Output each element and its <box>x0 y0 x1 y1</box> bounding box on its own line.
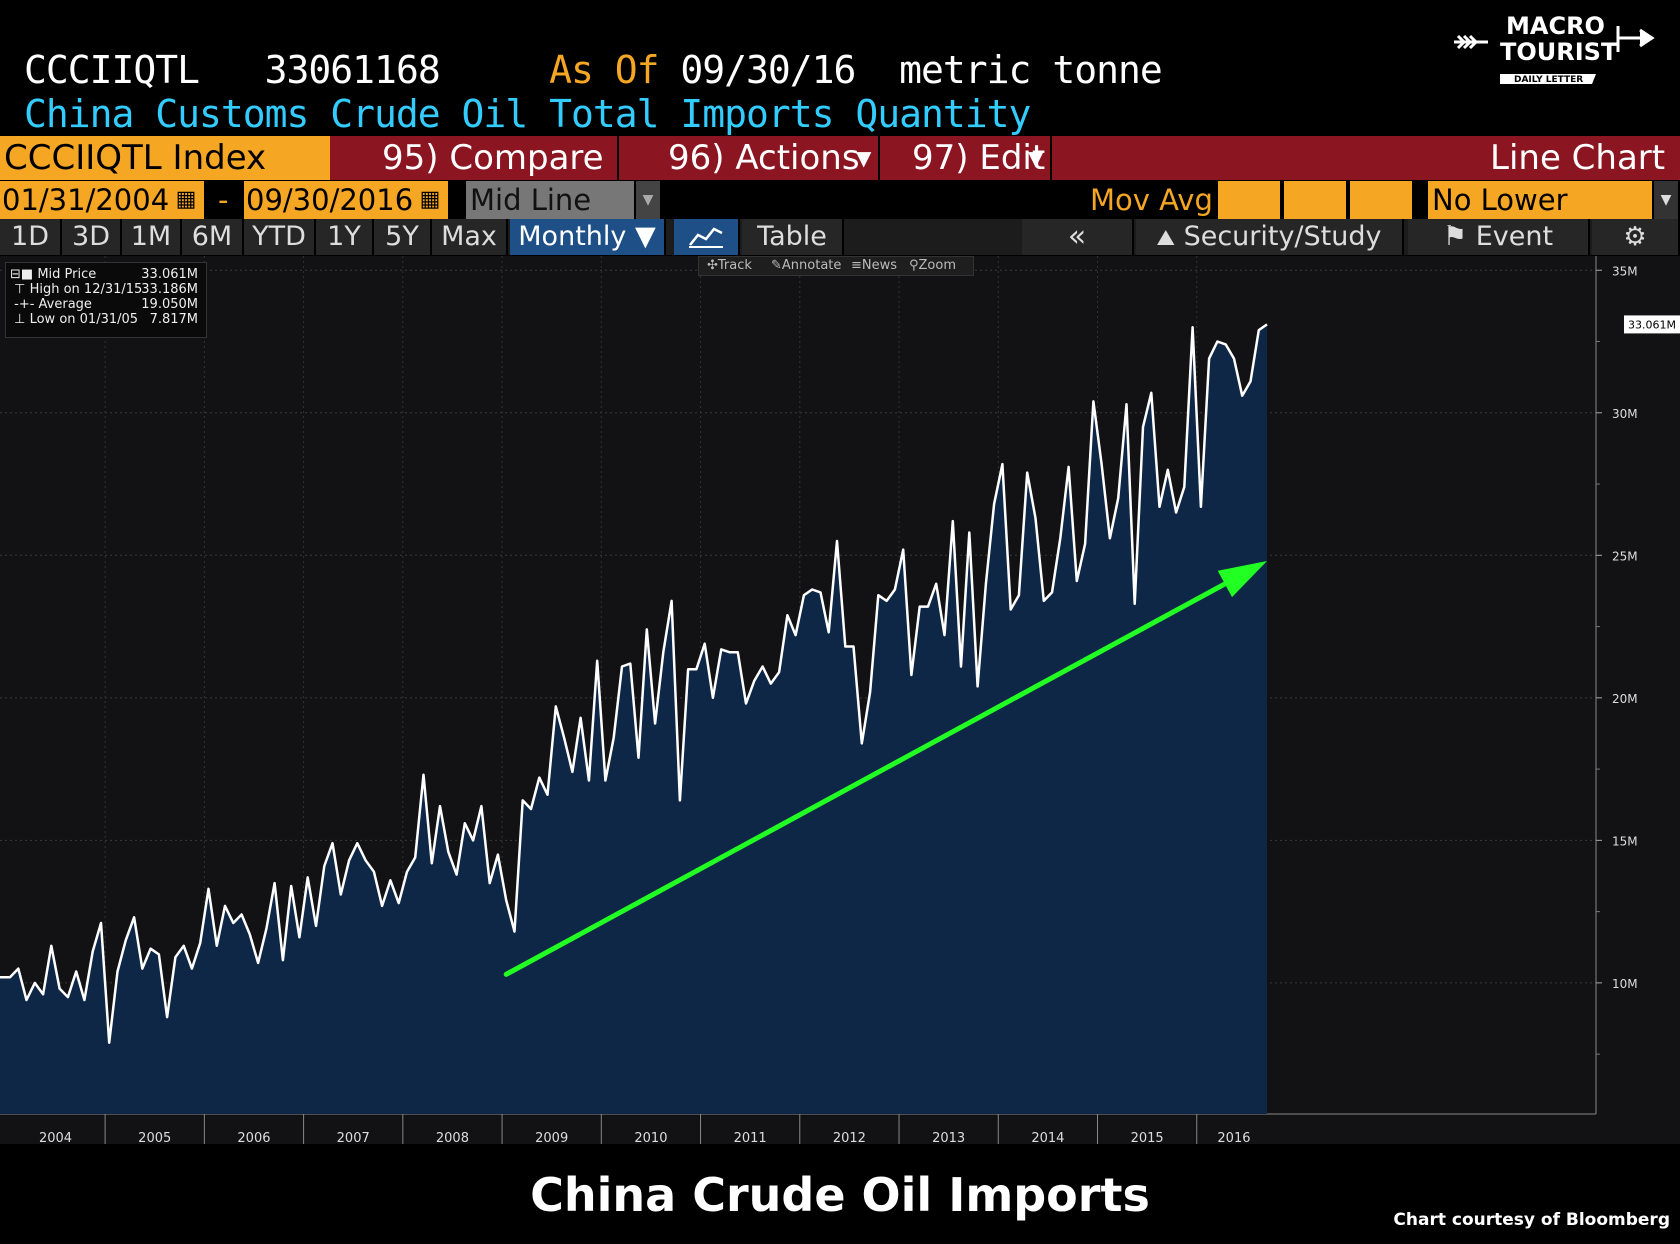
high-marker-icon: ⊤ <box>10 282 30 297</box>
series-line <box>0 323 1268 1044</box>
price-mode-select[interactable]: Mid Line <box>466 181 634 219</box>
chart-type-label[interactable]: Line Chart <box>1490 138 1666 178</box>
period-1m[interactable]: 1M <box>122 219 182 255</box>
ticker: CCCIIQTL <box>24 48 200 92</box>
period-3d[interactable]: 3D <box>62 219 122 255</box>
period-max[interactable]: Max <box>432 219 508 255</box>
flag-icon: ⚑ <box>1442 221 1468 252</box>
legend-row-average: -+- Average 19.050M <box>10 297 198 312</box>
mov-avg-field-3[interactable] <box>1350 181 1412 219</box>
annotate-tool[interactable]: ✎ Annotate <box>771 258 842 273</box>
period-ytd[interactable]: YTD <box>244 219 316 255</box>
x-tick-label: 2016 <box>1217 1131 1250 1144</box>
edit-dropdown-icon[interactable]: ▼ <box>1028 146 1044 170</box>
legend-row-low: ⊥ Low on 01/31/05 7.817M <box>10 312 198 327</box>
mov-avg-field-1[interactable] <box>1218 181 1280 219</box>
compare-button[interactable]: 95) Compare <box>382 138 604 178</box>
x-tick-label: 2010 <box>634 1131 667 1144</box>
range-dash: - <box>218 183 229 217</box>
period-6m[interactable]: 6M <box>182 219 244 255</box>
header-line: CCCIIQTL 33061168 As Of 09/30/16 metric … <box>24 48 1163 92</box>
unit-label: metric tonne <box>899 48 1163 92</box>
y-tick-label: 25M <box>1612 549 1638 563</box>
legend-row-high: ⊤ High on 12/31/15 33.186M <box>10 282 198 297</box>
range-bar: 01/31/2004 ▦ - 09/30/2016 ▦ Mid Line ▼ M… <box>0 181 1680 255</box>
y-tick-label: 35M <box>1612 264 1638 278</box>
actions-button[interactable]: 96) Actions <box>668 138 860 178</box>
collapse-icon[interactable]: « <box>1022 219 1134 255</box>
period-bar: 1D 3D 1M 6M YTD 1Y 5Y Max Monthly ▼ Tabl… <box>0 219 1680 255</box>
chart-area: 10M 15M 20M 25M 30M 35M 2004 2005 2006 2007 2008 20… <box>0 256 1680 1146</box>
lower-chart-select[interactable]: No Lower Chart <box>1428 181 1652 255</box>
x-tick-label: 2014 <box>1031 1131 1064 1144</box>
mid-price-swatch: ⊟■ <box>10 267 38 282</box>
edit-button[interactable]: 97) Edit <box>912 138 1046 178</box>
chevron-down-icon[interactable]: ▼ <box>1654 181 1678 219</box>
calendar-icon[interactable]: ▦ <box>412 181 448 219</box>
chevron-down-icon[interactable]: ▼ <box>636 181 660 219</box>
event-button[interactable]: ⚑ Event <box>1408 219 1590 255</box>
zoom-tool[interactable]: ⚲ Zoom <box>909 258 957 273</box>
gear-icon[interactable]: ⚙ <box>1592 219 1680 255</box>
chart-title: China Crude Oil Imports <box>530 1168 1150 1222</box>
x-tick-label: 2011 <box>734 1131 767 1144</box>
arrow-icon <box>1454 26 1655 84</box>
y-tick-label: 10M <box>1612 977 1638 991</box>
area-fill-edge <box>0 977 10 1114</box>
x-tick-label: 2009 <box>535 1131 568 1144</box>
index-field[interactable]: CCCIIQTL Index <box>0 136 330 180</box>
security-study-button[interactable]: ⛰ Security/Study <box>1136 219 1404 255</box>
start-date-field[interactable]: 01/31/2004 <box>0 181 170 219</box>
command-bar: CCCIIQTL Index 95) Compare 96) Actions ▼… <box>0 136 1680 180</box>
logo-line3: DAILY LETTER <box>1514 75 1584 85</box>
table-button[interactable]: Table <box>742 219 844 255</box>
track-tool[interactable]: ✣ Track <box>707 258 752 273</box>
chart-legend: ⊟■ Mid Price 33.061M ⊤ High on 12/31/15 33… <box>5 262 207 338</box>
x-tick-label: 2008 <box>436 1131 469 1144</box>
line-chart-icon[interactable] <box>674 219 740 255</box>
period-5y[interactable]: 5Y <box>374 219 432 255</box>
legend-row-mid: ⊟■ Mid Price 33.061M <box>10 267 198 282</box>
calendar-icon[interactable]: ▦ <box>168 181 204 219</box>
x-tick-label: 2005 <box>138 1131 171 1144</box>
end-date-field[interactable]: 09/30/2016 <box>244 181 414 219</box>
y-tick-label: 15M <box>1612 834 1638 848</box>
as-of-label: As Of <box>549 48 659 92</box>
y-tick-label: 30M <box>1612 407 1638 421</box>
period-1d[interactable]: 1D <box>0 219 62 255</box>
x-tick-label: 2007 <box>337 1131 370 1144</box>
as-of-date: 09/30/16 <box>680 48 856 92</box>
frequency-select[interactable]: Monthly ▼ <box>510 219 666 255</box>
x-tick-label: 2004 <box>39 1131 72 1144</box>
x-tick-label: 2012 <box>833 1131 866 1144</box>
trend-arrow-line <box>503 581 1228 977</box>
average-marker-icon: -+- <box>10 297 39 312</box>
event-label: Event <box>1475 221 1554 252</box>
logo-line1: MACRO <box>1506 12 1605 40</box>
last-value-tag <box>1624 315 1680 334</box>
macro-tourist-logo: MACRO TOURIST DAILY LETTER <box>1450 12 1660 92</box>
mov-avg-field-2[interactable] <box>1284 181 1346 219</box>
last-value: 33061168 <box>264 48 441 92</box>
x-tick-label: 2006 <box>237 1131 270 1144</box>
mov-avg-label: Mov Avg <box>1090 183 1213 217</box>
last-value-label: 33.061M <box>1628 318 1676 331</box>
security-study-label: Security/Study <box>1183 221 1382 252</box>
x-tick-label: 2015 <box>1131 1131 1164 1144</box>
security-description: China Customs Crude Oil Total Imports Qu… <box>24 92 1031 136</box>
x-tick-label: 2013 <box>932 1131 965 1144</box>
study-icon: ⛰ <box>1156 226 1175 251</box>
logo-line2: TOURIST <box>1500 38 1618 66</box>
trend-arrow-head <box>1217 561 1268 598</box>
chart-credit: Chart courtesy of Bloomberg <box>1393 1210 1670 1230</box>
chart-tool-strip: ✣ Track ✎ Annotate ≡ News ⚲ Zoom <box>698 256 974 276</box>
chart-svg: 10M 15M 20M 25M 30M 35M 2004 2005 2006 2007 2008 20… <box>0 256 1680 1146</box>
low-marker-icon: ⊥ <box>10 312 30 327</box>
y-tick-label: 20M <box>1612 692 1638 706</box>
news-tool[interactable]: ≡ News <box>851 258 898 273</box>
actions-dropdown-icon[interactable]: ▼ <box>856 146 872 170</box>
period-1y[interactable]: 1Y <box>316 219 374 255</box>
